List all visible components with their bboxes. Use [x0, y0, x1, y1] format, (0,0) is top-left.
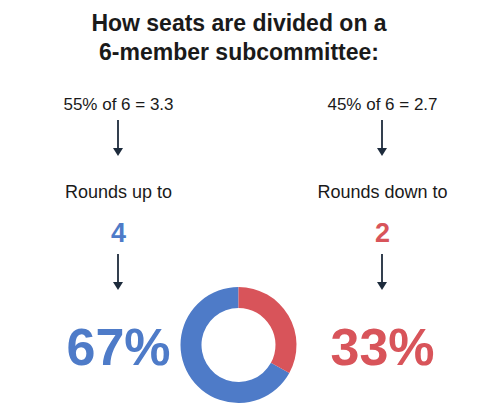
- svg-text:Rounds up to: Rounds up to: [65, 182, 172, 202]
- svg-text:2: 2: [375, 218, 390, 248]
- svg-text:45% of 6 = 2.7: 45% of 6 = 2.7: [327, 95, 437, 114]
- svg-text:55% of 6 = 3.3: 55% of 6 = 3.3: [63, 95, 173, 114]
- svg-text:How seats are divided on a6-me: How seats are divided on a6-member subco…: [91, 10, 386, 65]
- svg-text:4: 4: [111, 218, 126, 248]
- svg-text:Rounds down to: Rounds down to: [317, 182, 447, 202]
- svg-text:33%: 33%: [330, 318, 434, 376]
- svg-text:67%: 67%: [66, 318, 170, 376]
